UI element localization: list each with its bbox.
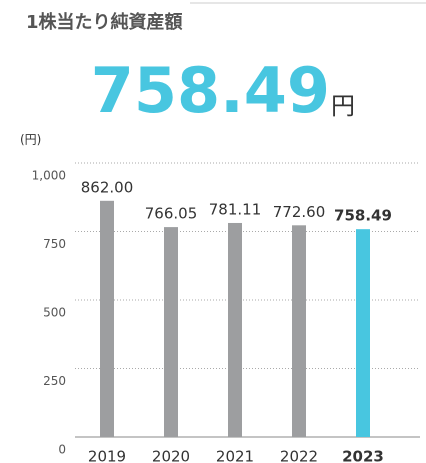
y-tick-label: 250 [43, 374, 66, 388]
x-tick-label: 2023 [342, 448, 384, 463]
y-axis-label: (円) [20, 133, 41, 147]
value-label: 781.11 [209, 200, 262, 218]
y-tick-label: 500 [43, 306, 66, 320]
bar [356, 229, 370, 437]
x-tick-label: 2019 [88, 448, 126, 463]
bar [228, 222, 242, 437]
y-tick-label: 750 [43, 237, 66, 251]
bar [292, 225, 306, 437]
bar [100, 200, 114, 437]
x-tick-label: 2022 [280, 448, 318, 463]
headline: 758.49 [91, 54, 330, 127]
chart-title: 1株当たり純資産額 [26, 11, 183, 33]
bar [164, 227, 178, 437]
y-tick-label: 0 [58, 443, 66, 457]
y-tick-label: 1,000 [32, 169, 66, 183]
value-label: 758.49 [334, 207, 392, 225]
x-tick-label: 2021 [216, 448, 254, 463]
value-label: 862.00 [81, 178, 134, 196]
x-tick-label: 2020 [152, 448, 190, 463]
value-label: 772.60 [273, 203, 326, 221]
value-label: 766.05 [145, 205, 198, 223]
headline-unit: 円 [331, 92, 355, 120]
